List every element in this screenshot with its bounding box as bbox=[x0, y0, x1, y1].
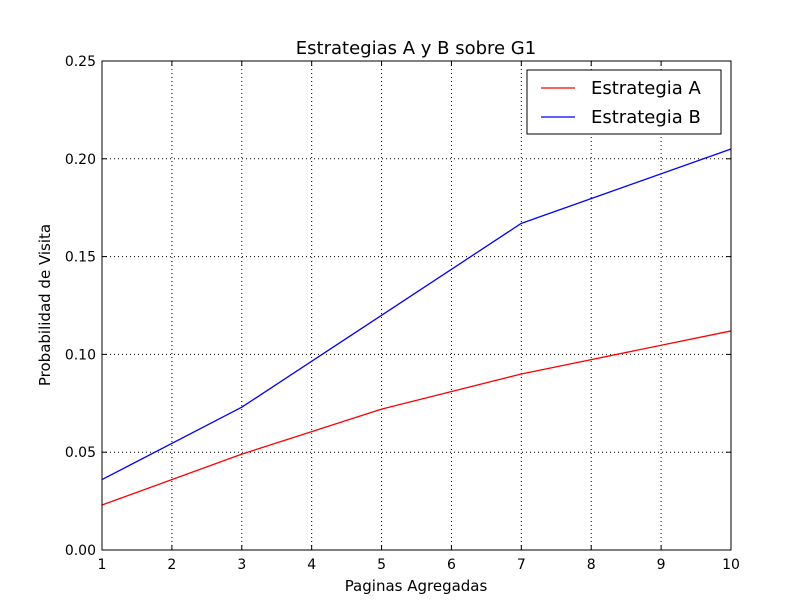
x-tick-label-3: 3 bbox=[237, 557, 246, 573]
x-tick-label-2: 2 bbox=[167, 557, 176, 573]
x-tick-label-9: 9 bbox=[657, 557, 666, 573]
x-tick-label-4: 4 bbox=[307, 557, 316, 573]
x-tick-label-5: 5 bbox=[377, 557, 386, 573]
y-axis-title: Probabilidad de Visita bbox=[36, 224, 54, 386]
y-tick-label-0.15: 0.15 bbox=[65, 250, 96, 266]
x-tick-label-7: 7 bbox=[517, 557, 526, 573]
y-tick-label-0.20: 0.20 bbox=[65, 152, 96, 168]
x-axis-title: Paginas Agregadas bbox=[345, 577, 488, 595]
chart-title: Estrategias A y B sobre G1 bbox=[296, 38, 536, 59]
x-tick-label-10: 10 bbox=[722, 557, 740, 573]
x-tick-label-8: 8 bbox=[587, 557, 596, 573]
legend-label-estrategia-a: Estrategia A bbox=[591, 78, 702, 99]
y-tick-label-0.00: 0.00 bbox=[65, 543, 96, 559]
x-tick-label-6: 6 bbox=[447, 557, 456, 573]
y-tick-label-0.10: 0.10 bbox=[65, 347, 96, 363]
y-tick-label-0.05: 0.05 bbox=[65, 445, 96, 461]
legend: Estrategia A Estrategia B bbox=[527, 70, 721, 134]
legend-label-estrategia-b: Estrategia B bbox=[591, 107, 701, 128]
y-tick-label-0.25: 0.25 bbox=[65, 54, 96, 70]
x-tick-label-1: 1 bbox=[98, 557, 107, 573]
